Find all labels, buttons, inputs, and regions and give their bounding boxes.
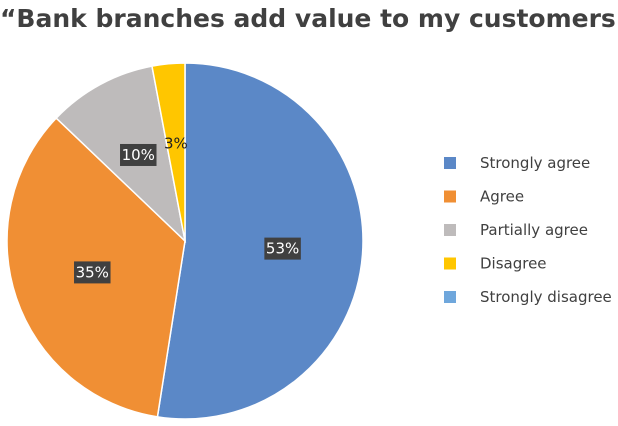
data-label-disagree: 3%	[164, 135, 188, 153]
legend-label: Strongly agree	[480, 154, 590, 172]
pie-data-labels: 53% 35% 10% 3%	[74, 135, 301, 284]
slice-strongly-agree	[156, 62, 364, 420]
legend-swatch	[444, 190, 456, 203]
pie-slices	[6, 62, 364, 420]
legend-label: Strongly disagree	[480, 288, 612, 306]
data-label-box	[120, 143, 157, 166]
legend-swatch	[444, 157, 456, 169]
legend-label: Disagree	[480, 255, 547, 273]
legend-item-disagree: Disagree	[444, 255, 547, 273]
legend-swatch	[444, 291, 456, 303]
data-label-text: 35%	[76, 263, 109, 281]
legend-swatch	[444, 257, 456, 270]
chart-title: “Bank branches add value to my customers…	[0, 4, 618, 33]
data-label-text: 10%	[122, 146, 155, 164]
legend-item-agree: Agree	[444, 188, 524, 206]
data-label-partially-agree: 10%	[120, 143, 157, 166]
data-label-text: 3%	[164, 135, 188, 153]
legend-label: Partially agree	[480, 221, 588, 239]
legend-item-strongly-agree: Strongly agree	[444, 154, 590, 172]
data-label-box	[264, 237, 301, 260]
data-label-strongly-agree: 53%	[264, 237, 301, 260]
data-label-agree: 35%	[74, 261, 111, 284]
legend-swatch	[444, 224, 456, 236]
legend-item-strongly-disagree: Strongly disagree	[444, 288, 612, 306]
data-label-box	[74, 261, 111, 284]
data-label-text: 53%	[266, 240, 299, 258]
legend: Strongly agree Agree Partially agree Disagr…	[444, 154, 612, 306]
slice-disagree	[151, 62, 186, 242]
legend-label: Agree	[480, 188, 524, 206]
legend-item-partially-agree: Partially agree	[444, 221, 588, 239]
